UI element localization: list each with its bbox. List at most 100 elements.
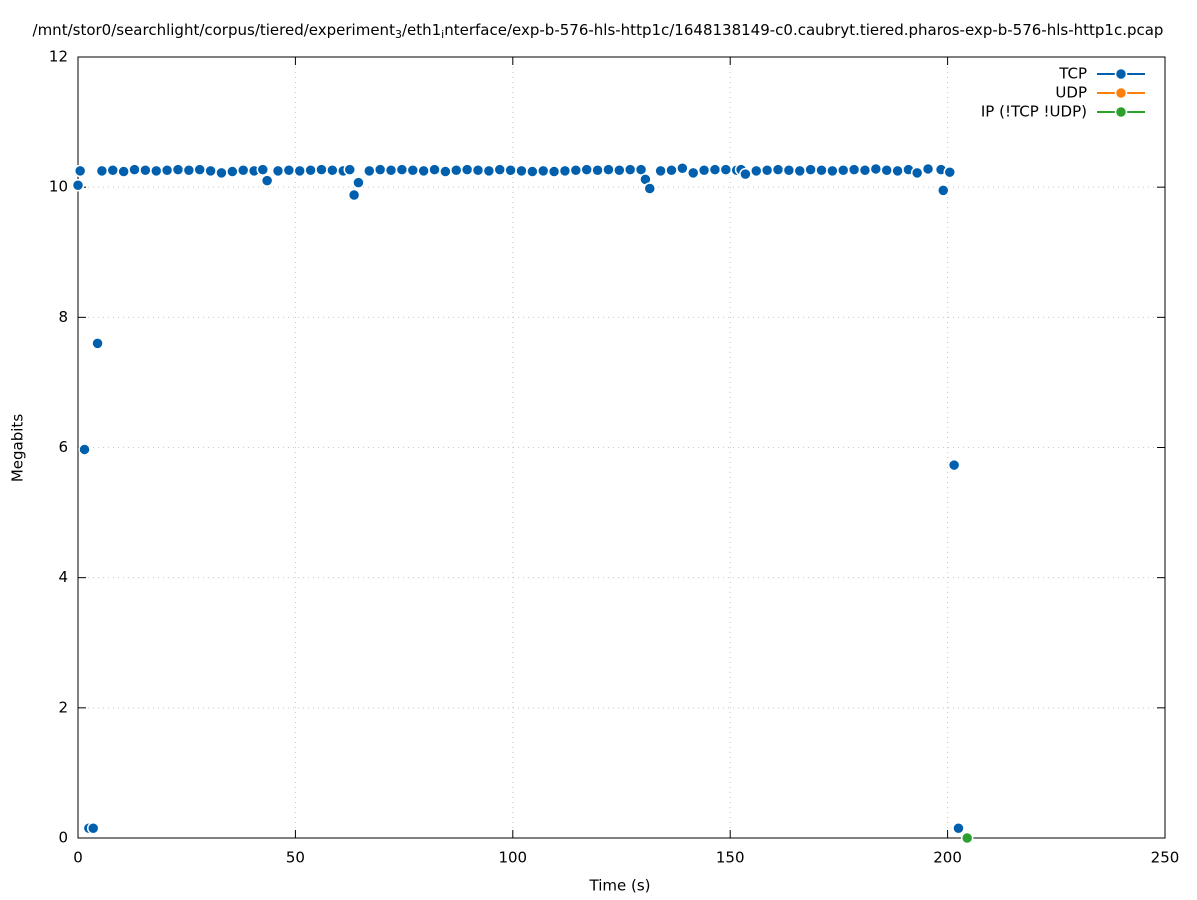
- y-tick-label: 6: [58, 438, 68, 456]
- title-subscript: i: [441, 28, 444, 41]
- data-point: [373, 163, 387, 176]
- data-point: [836, 163, 850, 177]
- data-point: [493, 163, 507, 176]
- data-point: [326, 163, 339, 177]
- y-axis-label: Megabits: [9, 414, 27, 482]
- data-point: [536, 164, 550, 178]
- y-tick-label: 10: [49, 178, 68, 196]
- data-point: [86, 821, 100, 835]
- data-point: [293, 164, 306, 178]
- data-point: [236, 163, 250, 177]
- data-point: [406, 163, 420, 177]
- data-point: [643, 182, 657, 195]
- title-part: /eth1: [402, 21, 441, 39]
- data-point: [78, 443, 91, 456]
- y-tick-label: 0: [58, 829, 68, 847]
- legend-marker: [1114, 105, 1128, 119]
- y-tick-label: 8: [58, 308, 68, 326]
- data-point: [960, 831, 974, 845]
- data-point: [482, 164, 496, 178]
- data-point: [858, 163, 872, 177]
- data-point: [547, 165, 561, 178]
- data-point: [128, 163, 141, 176]
- data-point: [271, 164, 285, 178]
- data-point: [460, 163, 474, 176]
- data-point: [117, 165, 130, 178]
- data-point: [739, 167, 752, 181]
- data-point: [439, 165, 452, 178]
- data-point: [395, 163, 409, 176]
- data-point: [891, 164, 904, 178]
- data-point: [95, 164, 109, 178]
- legend-label: TCP: [1058, 65, 1087, 83]
- data-point: [352, 176, 365, 189]
- data-point: [150, 164, 163, 178]
- data-point: [750, 164, 763, 178]
- x-tick-label: 250: [1151, 849, 1180, 867]
- x-tick-label: 150: [716, 849, 745, 867]
- data-point: [428, 163, 441, 176]
- data-point: [623, 163, 637, 176]
- data-point: [71, 178, 85, 192]
- y-tick-label: 4: [58, 568, 68, 586]
- x-tick-label: 100: [498, 849, 527, 867]
- chart-title: /mnt/stor0/searchlight/corpus/tiered/exp…: [33, 21, 1164, 42]
- data-point: [91, 337, 104, 350]
- data-point: [654, 164, 667, 178]
- data-point: [921, 162, 935, 176]
- data-point: [347, 188, 361, 202]
- data-point: [719, 163, 733, 176]
- data-point: [171, 163, 185, 176]
- data-point: [260, 174, 274, 187]
- data-point: [947, 458, 961, 472]
- data-point: [880, 163, 893, 177]
- data-point: [384, 163, 398, 177]
- data-point: [815, 163, 828, 177]
- data-point: [602, 163, 615, 176]
- data-point: [204, 164, 217, 178]
- data-point: [315, 163, 328, 176]
- legend-marker: [1114, 86, 1128, 100]
- data-point: [771, 163, 785, 176]
- data-point: [215, 166, 228, 180]
- data-point: [869, 162, 883, 176]
- data-point: [708, 163, 722, 176]
- data-point: [182, 163, 196, 177]
- data-point: [73, 164, 87, 178]
- data-point: [558, 164, 572, 178]
- data-point: [665, 163, 678, 177]
- x-tick-label: 200: [933, 849, 962, 867]
- data-point: [580, 163, 593, 176]
- data-point: [343, 163, 356, 176]
- data-point: [304, 163, 317, 177]
- data-point: [363, 164, 376, 178]
- y-tick-label: 12: [49, 48, 68, 66]
- data-point: [139, 163, 152, 177]
- data-point: [193, 163, 206, 176]
- data-point: [417, 164, 430, 178]
- data-point: [943, 165, 957, 179]
- data-point: [515, 164, 528, 178]
- data-point: [697, 163, 711, 177]
- data-point: [910, 166, 924, 180]
- data-point: [847, 163, 861, 176]
- data-point: [106, 163, 120, 177]
- data-point: [526, 165, 539, 178]
- y-tick-label: 2: [58, 698, 68, 716]
- x-tick-label: 50: [286, 849, 305, 867]
- title-part: nterface/exp-b-576-hls-http1c/1648138149…: [444, 21, 1163, 39]
- data-point: [160, 163, 174, 177]
- data-point: [760, 163, 774, 177]
- data-point: [569, 163, 583, 177]
- title-subscript: 3: [395, 28, 402, 41]
- x-tick-label: 0: [73, 849, 83, 867]
- data-point: [826, 164, 839, 178]
- data-point: [804, 163, 817, 176]
- legend-marker: [1114, 67, 1128, 81]
- legend-label: IP (!TCP !UDP): [981, 103, 1087, 121]
- data-point: [793, 164, 807, 178]
- data-point: [591, 163, 604, 177]
- data-point: [686, 166, 700, 180]
- plot-frame: [77, 56, 1166, 839]
